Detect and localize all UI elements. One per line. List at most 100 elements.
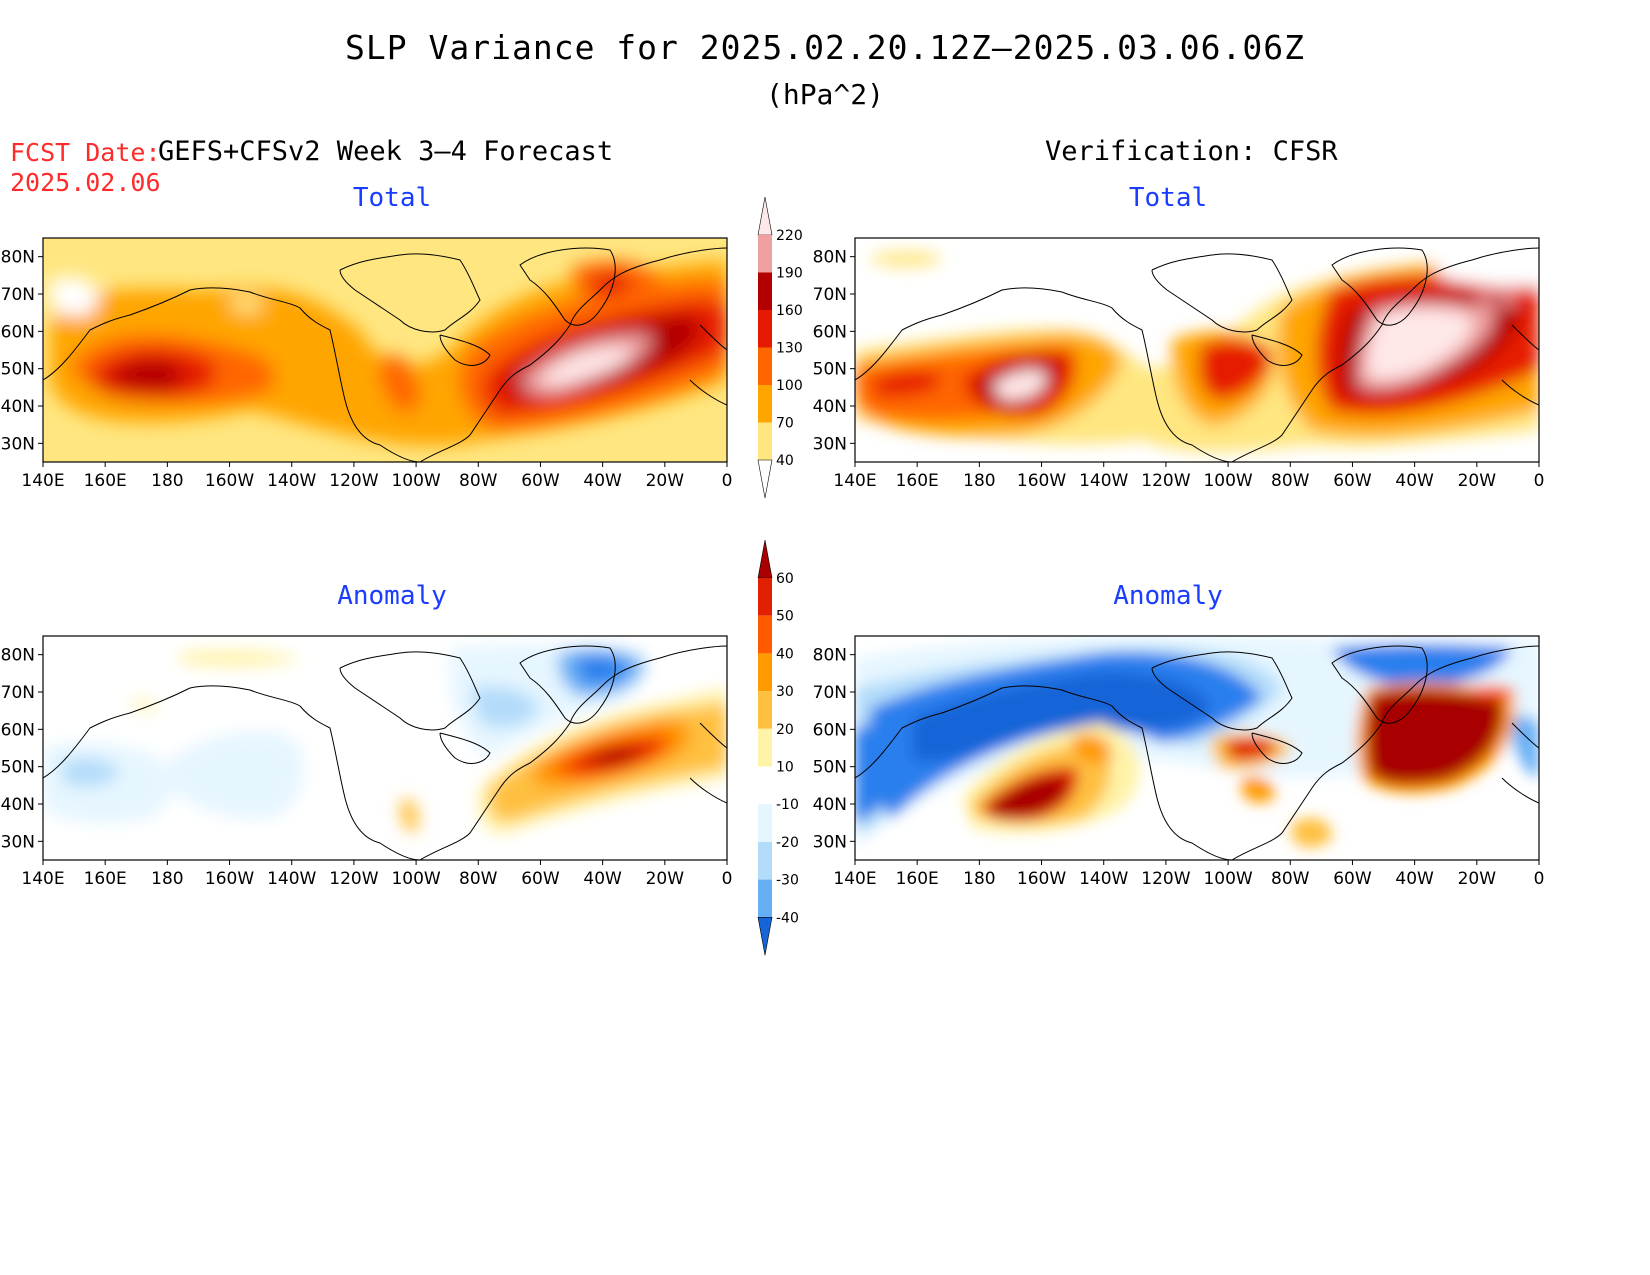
- x-tick-label: 20W: [646, 869, 685, 889]
- map-verification-anomaly: 140E 160E 180 160W 140W 120W 100W 80W 60W 40W 20W 0…: [813, 635, 1545, 889]
- map-frame: [42, 635, 728, 861]
- colorbar-label: 220: [776, 228, 803, 244]
- x-tick-label: 100W: [1203, 869, 1252, 889]
- panel-title-verif-anomaly: Anomaly: [1113, 581, 1223, 611]
- x-tick-label: 60W: [1333, 471, 1372, 491]
- x-tick-label: 140E: [833, 471, 876, 491]
- colorbar-label: 30: [776, 684, 794, 700]
- x-tick-label: 180: [151, 869, 183, 889]
- colorbar-label: 100: [776, 378, 803, 394]
- colorbar-label: 20: [776, 722, 794, 738]
- coastlines: [855, 247, 1539, 462]
- x-tick-label: 140W: [267, 869, 316, 889]
- y-tick-label: 70N: [1, 285, 35, 305]
- colorbar-anomaly: 60 50 40 30 20 10 -10 -20 -30 -40: [757, 539, 799, 956]
- panel-title-verif-total: Total: [1128, 183, 1208, 213]
- x-tick-label: 140W: [1079, 471, 1128, 491]
- colorbar-top-triangle: [757, 539, 773, 579]
- colorbar-label: -20: [776, 835, 799, 851]
- colorbar-label: 10: [776, 760, 794, 776]
- x-tick-label: 120W: [329, 869, 378, 889]
- y-tick-label: 40N: [813, 397, 847, 417]
- colorbar-label: 60: [776, 571, 794, 587]
- colorbar-swatch: [758, 578, 772, 616]
- x-tick-label: 160E: [896, 471, 939, 491]
- x-tick-label: 140W: [267, 471, 316, 491]
- y-tick-label: 60N: [813, 322, 847, 342]
- map-frame: [854, 237, 1540, 463]
- colorbar-swatch: [758, 310, 772, 348]
- colorbar-swatch: [758, 691, 772, 729]
- x-tick-label: 0: [1534, 869, 1545, 889]
- x-tick-label: 140E: [833, 869, 876, 889]
- x-tick-label: 180: [963, 869, 995, 889]
- x-tick-label: 120W: [329, 471, 378, 491]
- x-tick-label: 100W: [391, 869, 440, 889]
- y-tick-label: 30N: [813, 434, 847, 454]
- y-tick-label: 40N: [813, 795, 847, 815]
- x-tick-label: 160W: [205, 869, 254, 889]
- x-tick-label: 140W: [1079, 869, 1128, 889]
- colorbar-swatch: [758, 347, 772, 385]
- colorbar-bottom-triangle: [757, 459, 773, 499]
- forecast-heading: GEFS+CFSv2 Week 3–4 Forecast: [158, 136, 614, 167]
- x-tick-label: 180: [151, 471, 183, 491]
- colorbar-swatch: [758, 615, 772, 654]
- y-tick-label: 50N: [813, 758, 847, 778]
- main-title: SLP Variance for 2025.02.20.12Z–2025.03.…: [345, 28, 1305, 67]
- colorbar-swatch: [758, 235, 772, 273]
- y-tick-label: 30N: [813, 832, 847, 852]
- colorbar-label: 70: [776, 416, 794, 432]
- x-tick-label: 60W: [521, 471, 560, 491]
- y-tick-label: 80N: [1, 248, 35, 268]
- y-tick-label: 70N: [1, 683, 35, 703]
- fcst-date-value: 2025.02.06: [10, 168, 161, 197]
- colorbar-label: 50: [776, 609, 794, 625]
- y-tick-label: 50N: [813, 360, 847, 380]
- panel-title-fcst-total: Total: [352, 183, 432, 213]
- x-tick-label: 160E: [84, 471, 127, 491]
- y-tick-label: 80N: [1, 646, 35, 666]
- x-tick-label: 20W: [646, 471, 685, 491]
- x-tick-label: 100W: [391, 471, 440, 491]
- x-tick-label: 160E: [896, 869, 939, 889]
- x-tick-label: 0: [722, 471, 733, 491]
- colorbar-swatch: [758, 728, 772, 767]
- colorbar-swatch: [758, 841, 772, 880]
- fcst-date-label: FCST Date:: [10, 138, 161, 167]
- x-tick-label: 120W: [1141, 869, 1190, 889]
- map-forecast-total: 140E 160E 180 160W 140W 120W 100W 80W 60W 40W 20W 0…: [1, 237, 733, 491]
- y-tick-label: 80N: [813, 248, 847, 268]
- x-tick-label: 180: [963, 471, 995, 491]
- colorbar-label: 190: [776, 266, 803, 282]
- map-frame: [854, 635, 1540, 861]
- y-tick-label: 50N: [1, 758, 35, 778]
- colorbar-swatch: [758, 385, 772, 423]
- y-tick-label: 60N: [813, 720, 847, 740]
- colorbar-label: 40: [776, 646, 794, 662]
- colorbar-label: 160: [776, 303, 803, 319]
- colorbar-label: -30: [776, 873, 799, 889]
- x-tick-label: 80W: [459, 471, 498, 491]
- x-tick-label: 100W: [1203, 471, 1252, 491]
- y-tick-label: 70N: [813, 285, 847, 305]
- x-tick-label: 80W: [1271, 471, 1310, 491]
- y-tick-label: 80N: [813, 646, 847, 666]
- x-tick-label: 140E: [21, 869, 64, 889]
- x-tick-label: 120W: [1141, 471, 1190, 491]
- x-tick-label: 0: [722, 869, 733, 889]
- x-tick-label: 60W: [521, 869, 560, 889]
- colorbar-label: 130: [776, 341, 803, 357]
- x-tick-label: 40W: [1395, 869, 1434, 889]
- colorbar-swatch: [758, 766, 772, 805]
- x-tick-label: 160W: [205, 471, 254, 491]
- x-tick-label: 160W: [1017, 869, 1066, 889]
- y-tick-label: 30N: [1, 832, 35, 852]
- units-label: (hPa^2): [765, 78, 884, 111]
- x-tick-label: 80W: [1271, 869, 1310, 889]
- x-tick-label: 160E: [84, 869, 127, 889]
- verification-heading: Verification: CFSR: [1045, 136, 1338, 167]
- y-tick-label: 40N: [1, 397, 35, 417]
- x-tick-label: 40W: [1395, 471, 1434, 491]
- colorbar-swatch: [758, 804, 772, 842]
